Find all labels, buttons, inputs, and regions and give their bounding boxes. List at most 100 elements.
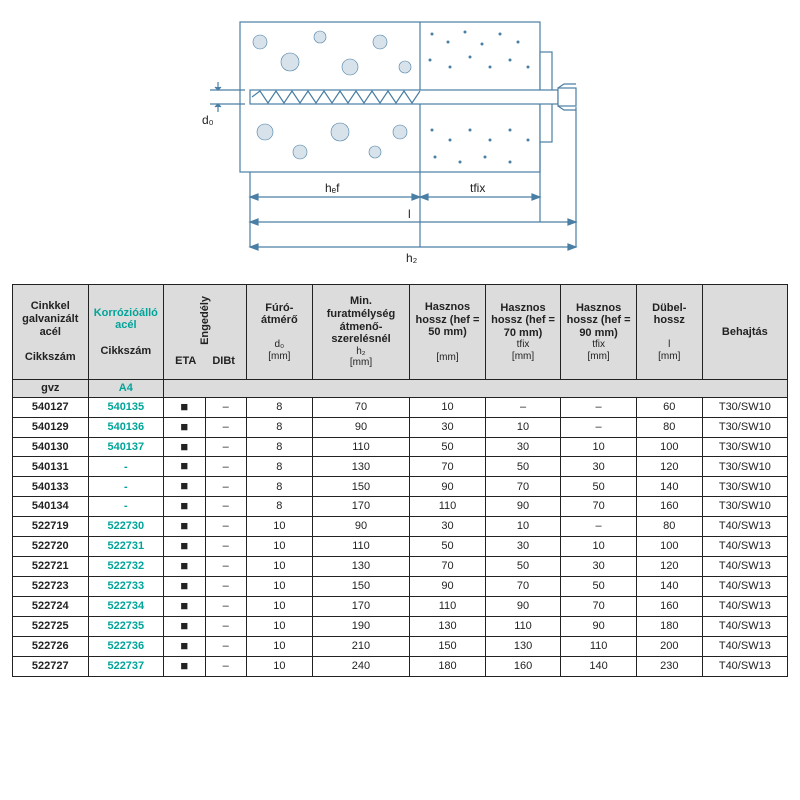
cell-dibt: – (205, 537, 246, 557)
cell-beh: T40/SW13 (702, 597, 787, 617)
cell-beh: T40/SW13 (702, 656, 787, 676)
hdr-hef50: Hasznos hossz (hef = 50 mm) [mm] (410, 285, 486, 380)
cell-hef50: 70 (410, 457, 486, 477)
cell-h2: 190 (312, 616, 409, 636)
cell-art-gvz: 540131 (13, 457, 89, 477)
cell-eta: ■ (164, 636, 205, 656)
cell-beh: T30/SW10 (702, 457, 787, 477)
cell-hef70: 70 (485, 477, 561, 497)
cell-l: 100 (636, 537, 702, 557)
cell-l: 120 (636, 457, 702, 477)
cell-h2: 240 (312, 656, 409, 676)
subhdr-gvz: gvz (13, 380, 89, 398)
hdr-a4: Korrózióálló acél Cikkszám (88, 285, 164, 380)
cell-dibt: – (205, 397, 246, 417)
cell-hef70: 90 (485, 497, 561, 517)
cell-art-a4: 522734 (88, 597, 164, 617)
cell-art-a4: 540136 (88, 417, 164, 437)
cell-art-a4: 522737 (88, 656, 164, 676)
cell-beh: T40/SW13 (702, 557, 787, 577)
cell-hef70: 30 (485, 437, 561, 457)
cell-beh: T30/SW10 (702, 397, 787, 417)
cell-hef70: 160 (485, 656, 561, 676)
hdr-l: Dübel-hossz l [mm] (636, 285, 702, 380)
subhdr-a4: A4 (88, 380, 164, 398)
cell-beh: T40/SW13 (702, 537, 787, 557)
cell-hef70: 50 (485, 557, 561, 577)
cell-eta: ■ (164, 537, 205, 557)
table-row: 540130540137■–8110503010100T30/SW10 (13, 437, 788, 457)
cell-hef70: – (485, 397, 561, 417)
cell-hef50: 180 (410, 656, 486, 676)
table-row: 540127540135■–87010––60T30/SW10 (13, 397, 788, 417)
cell-h2: 90 (312, 517, 409, 537)
cell-beh: T40/SW13 (702, 577, 787, 597)
cell-hef50: 90 (410, 577, 486, 597)
cell-dibt: – (205, 437, 246, 457)
label-hef: hₑf (325, 181, 340, 195)
cell-hef90: 30 (561, 457, 637, 477)
cell-hef90: 50 (561, 577, 637, 597)
cell-l: 200 (636, 636, 702, 656)
table-row: 540129540136■–8903010–80T30/SW10 (13, 417, 788, 437)
cell-hef90: 110 (561, 636, 637, 656)
cell-h2: 170 (312, 497, 409, 517)
cell-d0: 10 (246, 616, 312, 636)
cell-eta: ■ (164, 497, 205, 517)
cell-eta: ■ (164, 417, 205, 437)
subhdr-spacer (164, 380, 788, 398)
table-body: 540127540135■–87010––60T30/SW10540129540… (13, 397, 788, 676)
cell-hef70: 30 (485, 537, 561, 557)
cell-eta: ■ (164, 616, 205, 636)
cell-eta: ■ (164, 597, 205, 617)
diagram-container: d₀ hₑf tfix l h₂ (12, 12, 788, 272)
cell-hef50: 70 (410, 557, 486, 577)
label-l: l (408, 207, 411, 221)
cell-dibt: – (205, 557, 246, 577)
cell-hef70: 130 (485, 636, 561, 656)
cell-art-a4: 522735 (88, 616, 164, 636)
cell-hef90: 140 (561, 656, 637, 676)
cell-h2: 170 (312, 597, 409, 617)
cell-h2: 110 (312, 437, 409, 457)
cell-hef90: – (561, 397, 637, 417)
hdr-beh: Behajtás (702, 285, 787, 380)
cell-hef50: 50 (410, 437, 486, 457)
table-row: 522724522734■–101701109070160T40/SW13 (13, 597, 788, 617)
cell-beh: T40/SW13 (702, 636, 787, 656)
cell-d0: 10 (246, 656, 312, 676)
cell-hef90: 10 (561, 437, 637, 457)
cell-dibt: – (205, 417, 246, 437)
cell-hef50: 110 (410, 597, 486, 617)
hdr-hef70: Hasznos hossz (hef = 70 mm) tfix [mm] (485, 285, 561, 380)
cell-h2: 110 (312, 537, 409, 557)
cell-art-gvz: 522724 (13, 597, 89, 617)
cell-l: 60 (636, 397, 702, 417)
cell-hef90: 50 (561, 477, 637, 497)
cell-eta: ■ (164, 656, 205, 676)
cell-l: 160 (636, 497, 702, 517)
cell-hef70: 70 (485, 577, 561, 597)
cell-art-gvz: 522726 (13, 636, 89, 656)
cell-dibt: – (205, 517, 246, 537)
cell-dibt: – (205, 577, 246, 597)
cell-art-gvz: 540134 (13, 497, 89, 517)
cell-art-gvz: 522720 (13, 537, 89, 557)
cell-hef70: 50 (485, 457, 561, 477)
table-row: 540133-■–8150907050140T30/SW10 (13, 477, 788, 497)
cell-hef50: 90 (410, 477, 486, 497)
cell-dibt: – (205, 636, 246, 656)
cell-art-a4: 522731 (88, 537, 164, 557)
cell-h2: 150 (312, 477, 409, 497)
cell-d0: 10 (246, 597, 312, 617)
cell-hef90: – (561, 517, 637, 537)
label-d0: d₀ (202, 113, 214, 127)
cell-art-a4: 540135 (88, 397, 164, 417)
cell-l: 230 (636, 656, 702, 676)
cell-d0: 8 (246, 417, 312, 437)
cell-l: 80 (636, 517, 702, 537)
cell-art-gvz: 540130 (13, 437, 89, 457)
cell-art-gvz: 522727 (13, 656, 89, 676)
cell-beh: T30/SW10 (702, 417, 787, 437)
cell-eta: ■ (164, 477, 205, 497)
